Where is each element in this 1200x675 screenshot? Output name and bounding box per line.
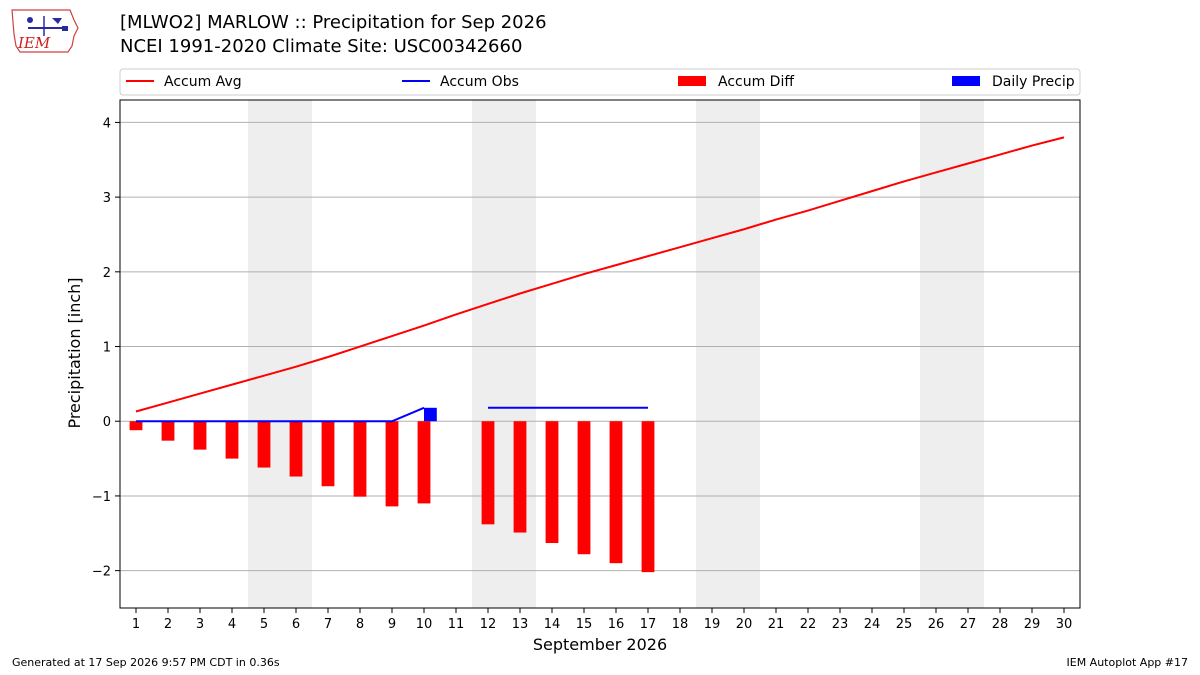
x-tick-label: 30 <box>1056 617 1073 632</box>
x-tick-label: 24 <box>864 617 881 632</box>
x-tick-label: 28 <box>992 617 1009 632</box>
x-axis-label: September 2026 <box>533 635 667 654</box>
accum-diff-bar <box>289 421 303 477</box>
accum-diff-bar <box>257 421 271 468</box>
x-tick-label: 26 <box>928 617 945 632</box>
x-tick-label: 12 <box>480 617 497 632</box>
accum-diff-bar <box>321 421 335 487</box>
x-tick-label: 22 <box>800 617 817 632</box>
x-tick-label: 27 <box>960 617 977 632</box>
legend: Accum Avg Accum Obs Accum Diff Daily Precip <box>119 68 1081 96</box>
x-tick-label: 23 <box>832 617 849 632</box>
legend-label: Accum Diff <box>718 74 794 90</box>
weekend-shade <box>696 100 760 608</box>
accum-diff-bar <box>161 421 175 441</box>
x-tick-label: 13 <box>512 617 529 632</box>
legend-swatch-bar <box>952 76 980 86</box>
accum-diff-bar <box>225 421 239 459</box>
x-tick-label: 5 <box>260 617 268 632</box>
x-tick-label: 21 <box>768 617 785 632</box>
weekend-shade <box>472 100 536 608</box>
footer-app: IEM Autoplot App #17 <box>1066 656 1189 669</box>
accum-diff-bar <box>193 421 207 450</box>
legend-box <box>119 68 1081 96</box>
weekend-shade <box>920 100 984 608</box>
x-tick-label: 6 <box>292 617 300 632</box>
weather-station-icon <box>27 16 68 36</box>
y-tick-label: 0 <box>103 415 111 430</box>
chart-title: [MLWO2] MARLOW :: Precipitation for Sep … <box>120 12 547 33</box>
y-tick-label: 3 <box>103 191 111 206</box>
plot-frame <box>119 99 1081 609</box>
x-tick-label: 15 <box>576 617 593 632</box>
accum-diff-bar <box>385 421 399 507</box>
legend-label: Accum Obs <box>440 74 519 90</box>
accum-diff-bar <box>129 421 143 431</box>
x-tick-label: 7 <box>324 617 332 632</box>
x-tick-label: 10 <box>416 617 433 632</box>
y-axis-label: Precipitation [inch] <box>65 277 84 428</box>
accum-avg-line <box>135 136 1065 413</box>
daily-precip-bar <box>424 407 437 422</box>
legend-label: Daily Precip <box>992 74 1075 90</box>
accum-diff-bar <box>513 421 527 533</box>
accum-diff-bar <box>481 421 495 525</box>
weekend-shade <box>248 100 312 608</box>
x-tick-label: 18 <box>672 617 689 632</box>
y-tick-label: −2 <box>92 565 111 580</box>
x-tick-label: 8 <box>356 617 364 632</box>
x-tick-label: 9 <box>388 617 396 632</box>
x-tick-label: 4 <box>228 617 236 632</box>
chart-subtitle: NCEI 1991-2020 Climate Site: USC00342660 <box>120 36 523 57</box>
x-tick-label: 16 <box>608 617 625 632</box>
accum-diff-bar <box>545 421 559 544</box>
accum-diff-bar <box>353 421 367 497</box>
x-tick-label: 1 <box>132 617 140 632</box>
y-tick-label: 1 <box>103 341 111 356</box>
x-tick-label: 20 <box>736 617 753 632</box>
footer-generated: Generated at 17 Sep 2026 9:57 PM CDT in … <box>12 656 280 669</box>
x-tick-label: 14 <box>544 617 561 632</box>
x-tick-label: 17 <box>640 617 657 632</box>
y-tick-label: 2 <box>103 266 111 281</box>
x-tick-label: 3 <box>196 617 204 632</box>
x-tick-label: 11 <box>448 617 465 632</box>
accum-diff-bar <box>641 421 655 573</box>
legend-swatch-bar <box>678 76 706 86</box>
y-tick-label: 4 <box>103 116 111 131</box>
x-tick-label: 2 <box>164 617 172 632</box>
legend-label: Accum Avg <box>164 74 242 90</box>
logo-text: IEM <box>17 34 51 52</box>
accum-diff-bar <box>609 421 623 564</box>
iem-logo: IEM <box>11 9 79 53</box>
accum-diff-bar <box>577 421 591 555</box>
accum-diff-bar <box>417 421 431 504</box>
x-tick-label: 29 <box>1024 617 1041 632</box>
x-tick-label: 25 <box>896 617 913 632</box>
y-tick-label: −1 <box>92 490 111 505</box>
accum-obs-line <box>136 406 425 423</box>
x-tick-label: 19 <box>704 617 721 632</box>
